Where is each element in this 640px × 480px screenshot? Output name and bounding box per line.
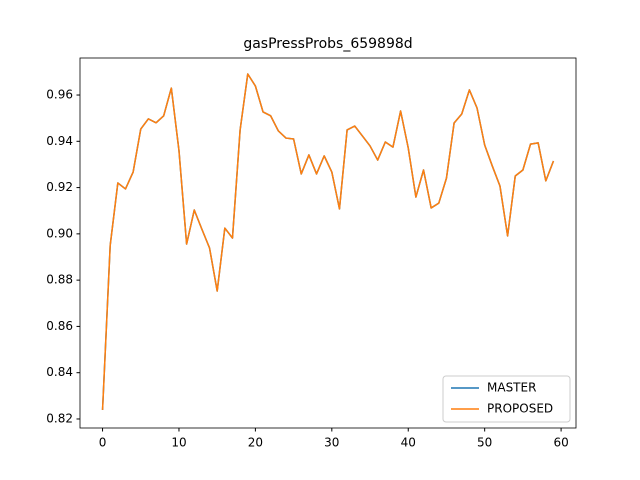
- y-tick-label: 0.88: [46, 273, 73, 287]
- y-tick-label: 0.92: [46, 180, 73, 194]
- x-tick-label: 30: [324, 436, 339, 450]
- y-tick-label: 0.86: [46, 319, 73, 333]
- y-tick-label: 0.94: [46, 134, 73, 148]
- y-tick-label: 0.90: [46, 226, 73, 240]
- legend-label: MASTER: [487, 381, 536, 395]
- x-tick-label: 10: [171, 436, 186, 450]
- y-tick-label: 0.84: [46, 365, 73, 379]
- x-tick-label: 60: [553, 436, 568, 450]
- x-tick-label: 50: [477, 436, 492, 450]
- legend-label: PROPOSED: [487, 402, 553, 416]
- x-tick-label: 40: [401, 436, 416, 450]
- y-tick-label: 0.96: [46, 88, 73, 102]
- x-tick-label: 0: [99, 436, 107, 450]
- axes-frame: [79, 57, 577, 429]
- series-line: [101, 73, 555, 410]
- x-tick-label: 20: [248, 436, 263, 450]
- y-tick-label: 0.82: [46, 411, 73, 425]
- chart-title: gasPressProbs_659898d: [243, 36, 412, 52]
